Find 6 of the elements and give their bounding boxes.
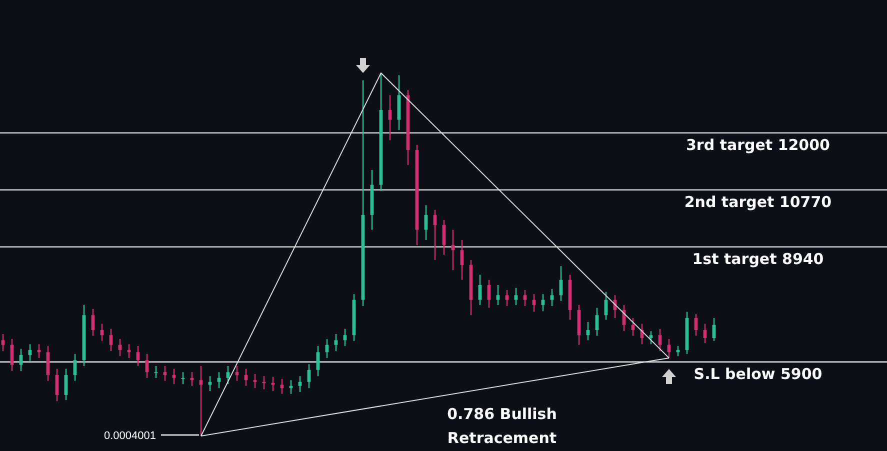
ref-line-label: 1st target 8940 bbox=[692, 250, 824, 268]
ref-line-label: 3rd target 12000 bbox=[686, 136, 830, 154]
ref-line-label: 2nd target 10770 bbox=[684, 192, 832, 211]
annotation: 0.786 Bullish Retracement bbox=[447, 405, 557, 447]
ref-line-label: S.L below 5900 bbox=[694, 364, 822, 383]
annotation: 0.0004001 bbox=[104, 430, 156, 442]
